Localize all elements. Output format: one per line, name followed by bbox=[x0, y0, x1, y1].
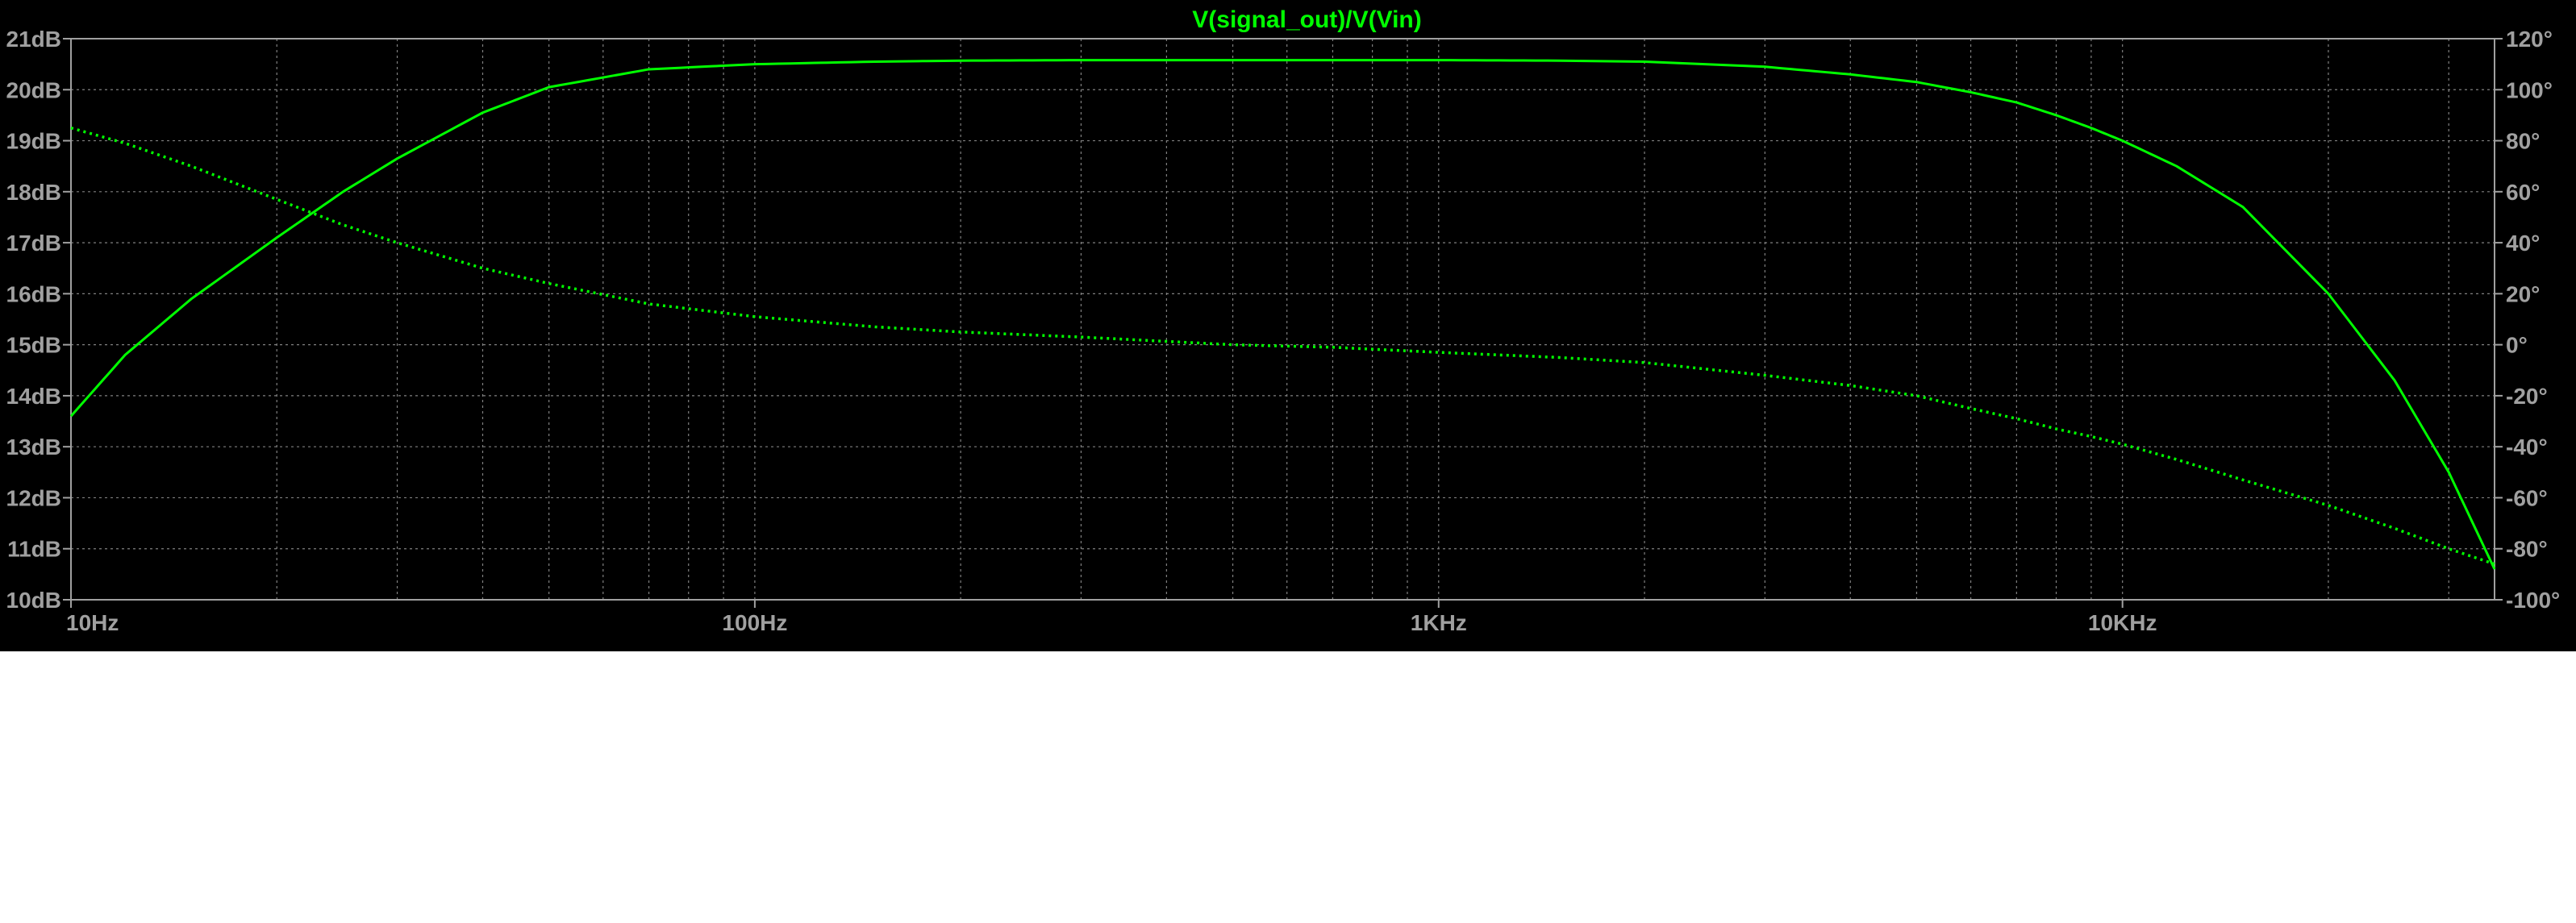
y-right-tick-label: 100° bbox=[2506, 77, 2553, 102]
y-right-tick-label: 80° bbox=[2506, 129, 2540, 154]
x-tick-label: 10KHz bbox=[2088, 610, 2157, 635]
plot-frame bbox=[70, 38, 2495, 601]
y-left-tick-label: 10dB bbox=[6, 588, 61, 613]
y-left-tick-label: 18dB bbox=[6, 180, 61, 205]
x-tick-label: 1KHz bbox=[1411, 610, 1467, 635]
y-left-tick-label: 19dB bbox=[6, 129, 61, 154]
plot-window: 21dB 20dB 19dB 18dB 17dB 16dB 15dB 14dB 13dB 12dB… bbox=[0, 0, 2576, 651]
y-left-tick-label: 11dB bbox=[7, 537, 61, 562]
x-tick-label: 100Hz bbox=[722, 610, 787, 635]
y-right-tick-label: 20° bbox=[2506, 281, 2540, 306]
chart-title: V(signal_out)/V(Vin) bbox=[1192, 6, 1421, 33]
y-right-tick-label: 60° bbox=[2506, 180, 2540, 205]
bode-plot: 21dB 20dB 19dB 18dB 17dB 16dB 15dB 14dB 13dB 12dB… bbox=[6, 6, 2561, 635]
y-right-tick-label: -40° bbox=[2506, 434, 2548, 459]
magnitude-trace bbox=[69, 59, 2496, 570]
y-right-tick-label: -80° bbox=[2506, 537, 2548, 562]
y-right-tick-label: 40° bbox=[2506, 231, 2540, 256]
y-left-tick-label: 20dB bbox=[6, 77, 61, 102]
grid-lines bbox=[71, 39, 2495, 600]
y-right-tick-label: -20° bbox=[2506, 384, 2548, 409]
y-right-tick-label: -100° bbox=[2506, 588, 2560, 613]
y-right-tick-label: 0° bbox=[2506, 333, 2528, 358]
y-left-tick-label: 12dB bbox=[6, 485, 61, 510]
phase-trace bbox=[70, 127, 2495, 566]
y-left-tick-label: 15dB bbox=[6, 333, 61, 358]
y-left-tick-label: 16dB bbox=[6, 281, 61, 306]
y-left-tick-label: 14dB bbox=[6, 384, 61, 409]
y-left-tick-label: 13dB bbox=[6, 434, 61, 459]
x-tick-label: 10Hz bbox=[66, 610, 119, 635]
y-left-tick-label: 21dB bbox=[6, 27, 61, 52]
y-right-tick-label: 120° bbox=[2506, 27, 2553, 52]
y-right-tick-label: -60° bbox=[2506, 485, 2548, 510]
y-left-tick-label: 17dB bbox=[6, 231, 61, 256]
